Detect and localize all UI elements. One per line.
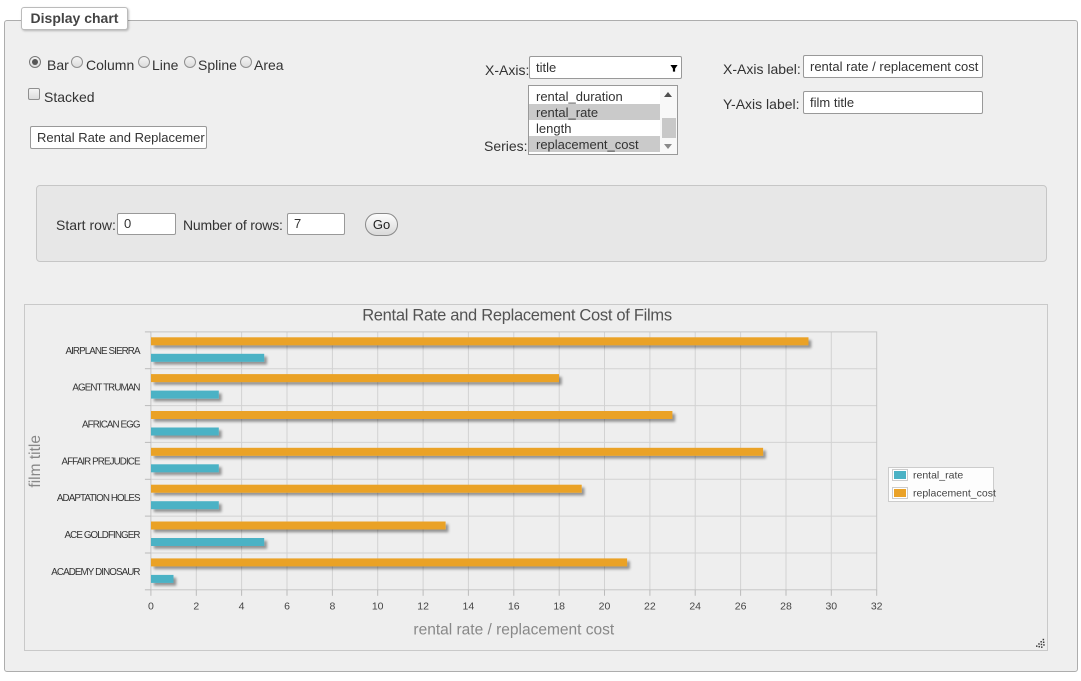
svg-text:6: 6 (284, 601, 290, 613)
svg-text:16: 16 (508, 601, 520, 613)
svg-text:AFRICAN EGG: AFRICAN EGG (82, 420, 140, 431)
svg-text:ADAPTATION HOLES: ADAPTATION HOLES (57, 493, 141, 504)
svg-text:AIRPLANE SIERRA: AIRPLANE SIERRA (65, 346, 141, 357)
svg-text:AFFAIR PREJUDICE: AFFAIR PREJUDICE (61, 456, 141, 467)
svg-text:12: 12 (417, 601, 429, 613)
svg-text:28: 28 (780, 601, 792, 613)
svg-text:Rental Rate and Replacement Co: Rental Rate and Replacement Cost of Film… (362, 307, 672, 325)
svg-text:2: 2 (193, 601, 199, 613)
svg-text:26: 26 (735, 601, 747, 613)
svg-text:ACE GOLDFINGER: ACE GOLDFINGER (65, 530, 141, 541)
svg-text:10: 10 (372, 601, 384, 613)
svg-text:0: 0 (148, 601, 154, 613)
svg-text:AGENT TRUMAN: AGENT TRUMAN (72, 383, 140, 394)
svg-text:replacement_cost: replacement_cost (913, 488, 996, 500)
svg-text:22: 22 (644, 601, 656, 613)
svg-text:ACADEMY DINOSAUR: ACADEMY DINOSAUR (51, 567, 140, 578)
svg-text:24: 24 (689, 601, 701, 613)
svg-text:8: 8 (329, 601, 335, 613)
svg-text:14: 14 (463, 601, 475, 613)
svg-text:rental_rate: rental_rate (913, 470, 963, 482)
svg-text:20: 20 (599, 601, 611, 613)
svg-text:4: 4 (239, 601, 245, 613)
svg-text:rental rate / replacement cost: rental rate / replacement cost (413, 621, 614, 638)
svg-text:film title: film title (27, 435, 44, 488)
svg-text:18: 18 (553, 601, 565, 613)
svg-text:32: 32 (871, 601, 883, 613)
svg-text:30: 30 (825, 601, 837, 613)
